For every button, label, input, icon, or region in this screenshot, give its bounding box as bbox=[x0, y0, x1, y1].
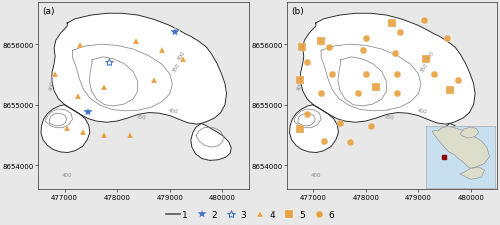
Legend: 1, 2, 3, 4, 5, 6: 1, 2, 3, 4, 5, 6 bbox=[164, 208, 336, 220]
Text: 400: 400 bbox=[48, 80, 56, 91]
Text: 400: 400 bbox=[416, 108, 428, 115]
Text: 400: 400 bbox=[177, 50, 187, 61]
Polygon shape bbox=[290, 105, 339, 153]
Text: 350: 350 bbox=[420, 62, 430, 73]
Polygon shape bbox=[52, 14, 227, 124]
Polygon shape bbox=[440, 124, 480, 161]
Text: 350: 350 bbox=[135, 113, 146, 120]
Text: 350: 350 bbox=[171, 62, 181, 73]
Text: (a): (a) bbox=[42, 7, 55, 16]
Text: 400: 400 bbox=[310, 172, 321, 177]
Text: 400: 400 bbox=[168, 108, 179, 115]
Text: (b): (b) bbox=[291, 7, 304, 16]
Text: 400: 400 bbox=[62, 172, 72, 177]
Text: 350: 350 bbox=[384, 113, 395, 120]
Text: 400: 400 bbox=[426, 50, 436, 61]
Polygon shape bbox=[191, 124, 232, 161]
Polygon shape bbox=[41, 105, 90, 153]
Text: 400: 400 bbox=[297, 80, 304, 91]
Polygon shape bbox=[300, 14, 475, 124]
